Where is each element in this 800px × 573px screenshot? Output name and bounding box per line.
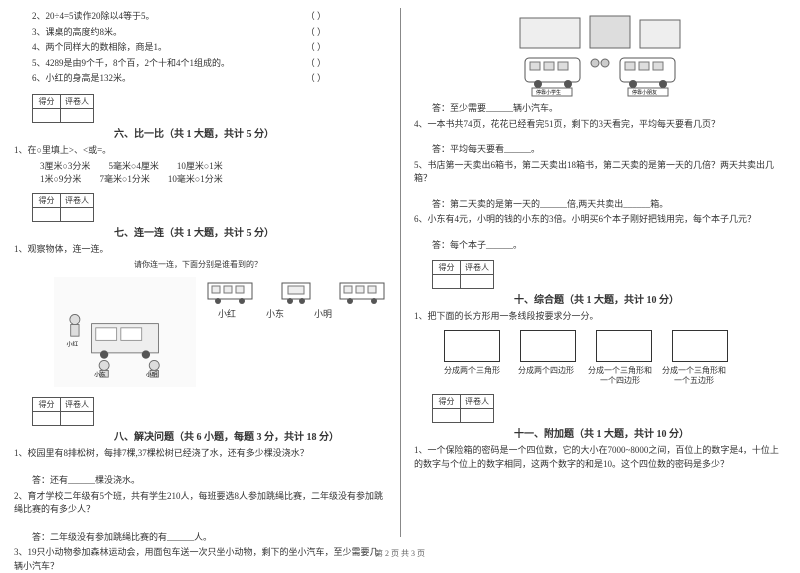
right-column: 停靠小学生 停靠小朋友 答：至少需要______辆小汽车。 4、一本书共74页，… (400, 0, 800, 565)
p6e: 7毫米○1分米 (99, 172, 149, 185)
p8-3a: 答：至少需要______辆小汽车。 (414, 102, 786, 116)
bus-scene-image: 停靠小学生 停靠小朋友 (510, 8, 690, 98)
q3-text: 3、课桌的高度约8米。 (32, 27, 122, 37)
score-h: 得分 (33, 397, 61, 411)
observe-scene-image: 小红 小东 小明 (54, 277, 196, 387)
q2-text: 2、20÷4=5读作20除以4等于5。 (32, 11, 155, 21)
score-h: 得分 (433, 261, 461, 275)
grader-h: 评卷人 (61, 194, 94, 208)
p8-6a: 答：每个本子______。 (414, 239, 786, 253)
page-footer: 第 2 页 共 3 页 (0, 548, 800, 559)
q6-text: 6、小红的身高是132米。 (32, 73, 131, 83)
score-h: 得分 (33, 194, 61, 208)
bus-view-3 (338, 279, 386, 305)
p8-4: 4、一本书共74页，花花已经看完51页，剩下的3天看完，平均每天要看几页？ (414, 118, 786, 132)
p8-1a: 答：还有______棵没浇水。 (14, 474, 386, 488)
q6-paren: （ ） (306, 72, 326, 86)
section-6-title: 六、比一比（共 1 大题，共计 5 分） (114, 125, 386, 140)
p8-5: 5、书店第一天卖出6箱书，第二天卖出18箱书，第二天卖的是第一天的几倍？两天共卖… (414, 159, 786, 186)
score-h: 得分 (433, 395, 461, 409)
p6c: 10厘米○1米 (177, 159, 223, 172)
rect-3 (596, 330, 652, 362)
q4-text: 4、两个同样大的数相除，商是1。 (32, 42, 167, 52)
q2-paren: （ ） (306, 10, 326, 24)
scorebox-8: 得分评卷人 (32, 397, 386, 426)
scorebox-7: 得分评卷人 (32, 193, 386, 222)
svg-text:小红: 小红 (67, 340, 79, 348)
p6-1: 1、在○里填上>、<或=。 (14, 144, 386, 158)
section-7-title: 七、连一连（共 1 大题，共计 5 分） (114, 224, 386, 239)
shape-lab-2: 分成两个四边形 (512, 366, 580, 387)
section-10-title: 十、综合题（共 1 大题，共计 10 分） (514, 291, 786, 306)
p7-1: 1、观察物体，连一连。 (14, 243, 386, 257)
bus-lab-3: 小明 (314, 307, 332, 320)
bus-view-2 (272, 279, 320, 305)
p6a: 3厘米○3分米 (40, 159, 90, 172)
p6b: 5毫米○4厘米 (108, 159, 158, 172)
svg-text:停靠小朋友: 停靠小朋友 (632, 89, 657, 96)
q5-text: 5、4289是由9个千，8个百，2个十和4个1组成的。 (32, 58, 230, 68)
svg-text:小东: 小东 (94, 370, 106, 378)
p6f: 10毫米○1分米 (168, 172, 223, 185)
bus-view-1 (206, 279, 254, 305)
scorebox-11: 得分评卷人 (432, 394, 786, 423)
scorebox-10: 得分评卷人 (432, 260, 786, 289)
left-column: 2、20÷4=5读作20除以4等于5。 （ ） 3、课桌的高度约8米。 （ ） 4、… (0, 0, 400, 565)
p8-2: 2、育才学校二年级有5个班，共有学生210人，每班要选8人参加跳绳比赛，二年级没… (14, 490, 386, 517)
scorebox-6: 得分评卷人 (32, 94, 386, 123)
grader-h: 评卷人 (61, 397, 94, 411)
bus-lab-2: 小东 (266, 307, 284, 320)
svg-text:小明: 小明 (146, 370, 158, 378)
p8-1: 1、校园里有8排松树，每排7棵,37棵松树已经浇了水，还有多少棵没浇水？ (14, 447, 386, 461)
p8-6: 6、小东有4元，小明的钱的小东的3倍。小明买6个本子刚好把钱用完，每个本子几元？ (414, 213, 786, 227)
section-11-title: 十一、附加题（共 1 大题，共计 10 分） (514, 425, 786, 440)
shape-lab-3: 分成一个三角形和一个四边形 (586, 366, 654, 387)
q3-paren: （ ） (306, 26, 326, 40)
grader-h: 评卷人 (461, 261, 494, 275)
p6d: 1米○9分米 (40, 172, 81, 185)
shape-lab-4: 分成一个三角形和一个五边形 (660, 366, 728, 387)
score-h: 得分 (33, 94, 61, 108)
p8-2a: 答：二年级没有参加跳绳比赛的有______人。 (14, 531, 386, 545)
shape-lab-1: 分成两个三角形 (438, 366, 506, 387)
p8-4a: 答：平均每天要看______。 (414, 143, 786, 157)
section-8-title: 八、解决问题（共 6 小题，每题 3 分，共计 18 分） (114, 428, 386, 443)
q4-paren: （ ） (306, 41, 326, 55)
q5-paren: （ ） (306, 57, 326, 71)
rect-4 (672, 330, 728, 362)
svg-text:停靠小学生: 停靠小学生 (536, 89, 561, 96)
p11-1: 1、一个保险箱的密码是一个四位数，它的大小在7000~8000之间，百位上的数字… (414, 444, 786, 471)
rect-1 (444, 330, 500, 362)
p7-hint: 请你连一连，下面分别是谁看到的？ (134, 259, 386, 271)
grader-h: 评卷人 (61, 94, 94, 108)
grader-h: 评卷人 (461, 395, 494, 409)
p8-5a: 答：第二天卖的是第一天的______倍,两天共卖出______箱。 (414, 198, 786, 212)
bus-lab-1: 小红 (218, 307, 236, 320)
rect-2 (520, 330, 576, 362)
p10-1: 1、把下面的长方形用一条线段按要求分一分。 (414, 310, 786, 324)
